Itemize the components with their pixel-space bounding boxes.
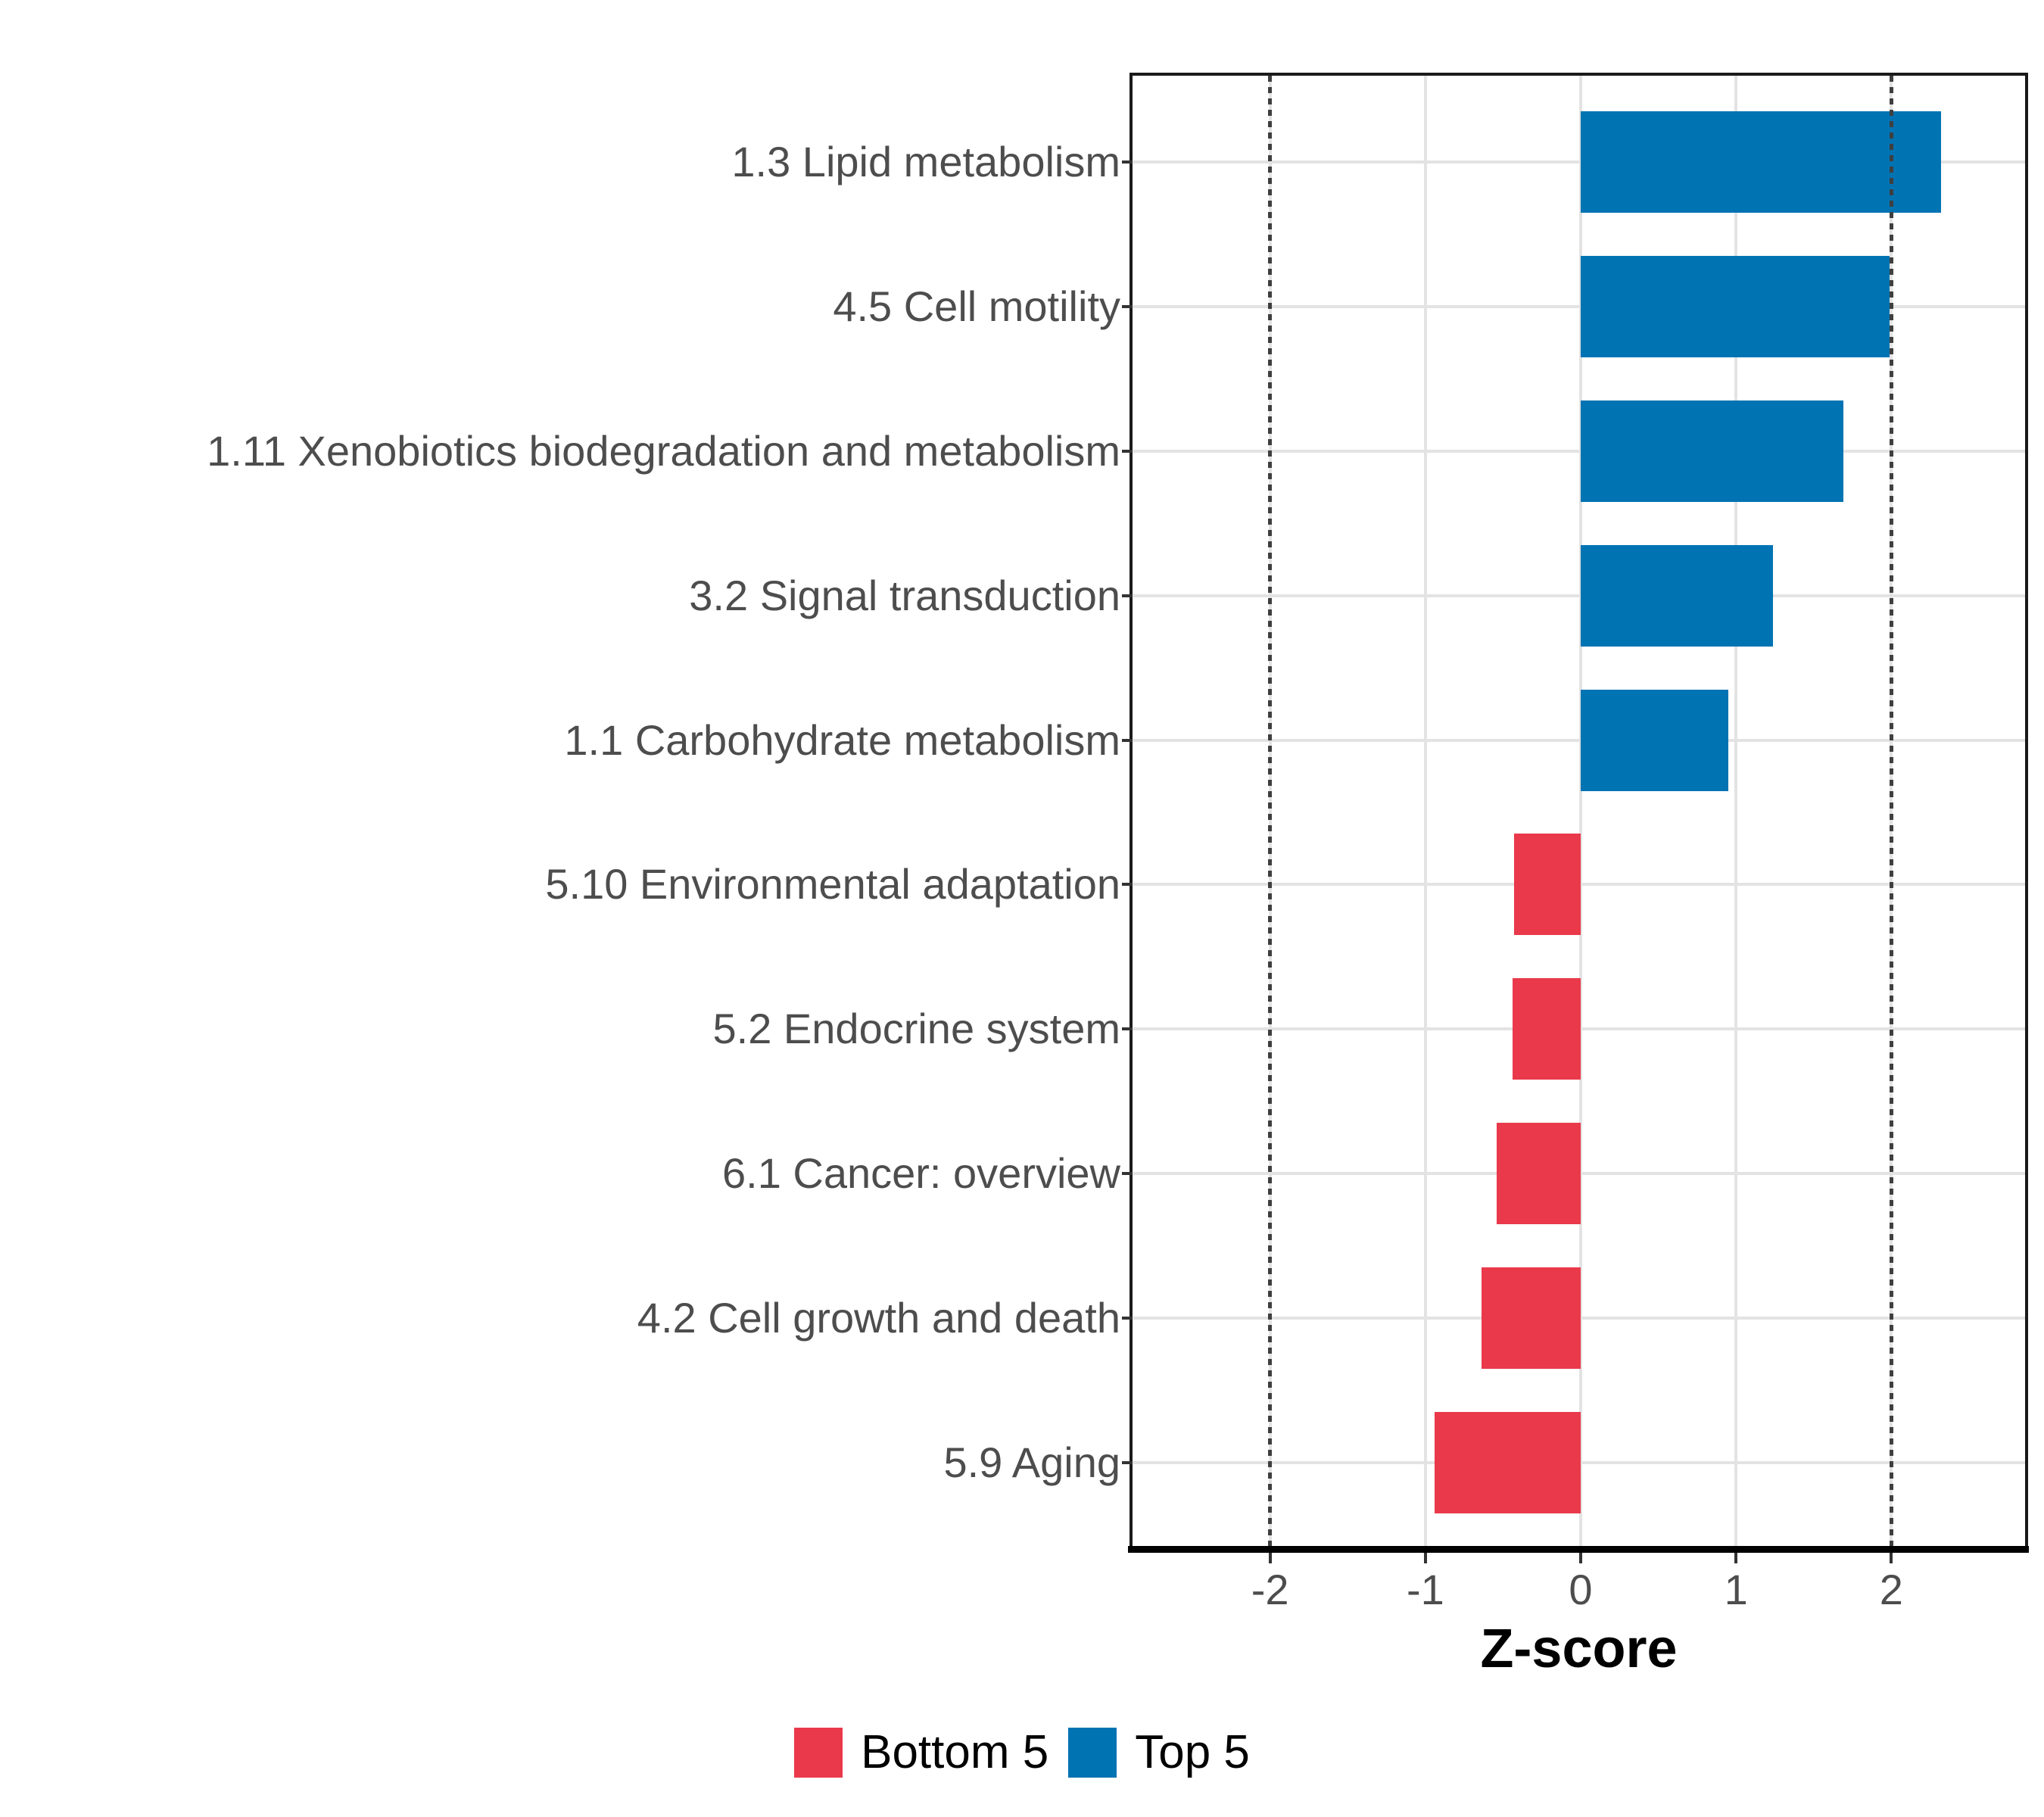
bar-4-2-cell-growth-and-death <box>1481 1267 1581 1369</box>
gridline-y-3 <box>1133 594 2025 597</box>
reference-line--2 <box>1268 76 1273 1549</box>
y-tick-6 <box>1122 1027 1133 1031</box>
y-tick-7 <box>1122 1171 1133 1175</box>
y-category-label: 1.3 Lipid metabolism <box>731 138 1120 186</box>
x-tick--2 <box>1268 1553 1272 1563</box>
gridline-x-0 <box>1579 76 1582 1549</box>
x-axis-title: Z-score <box>1480 1619 1678 1679</box>
x-tick-0 <box>1579 1553 1582 1563</box>
bar-3-2-signal-transduction <box>1581 544 1774 647</box>
reference-line-2 <box>1889 76 1893 1549</box>
legend-item-bottom-5: Bottom 5 <box>794 1728 1048 1778</box>
x-tick--1 <box>1423 1553 1427 1563</box>
y-category-label: 1.11 Xenobiotics biodegradation and meta… <box>207 427 1120 475</box>
y-tick-5 <box>1122 883 1133 887</box>
gridline-y-0 <box>1133 161 2025 164</box>
y-category-label: 5.2 Endocrine system <box>712 1005 1120 1053</box>
plot-panel <box>1133 76 2025 1549</box>
y-category-label: 5.9 Aging <box>943 1438 1120 1486</box>
y-category-label: 1.1 Carbohydrate metabolism <box>564 715 1120 764</box>
gridline-x--1 <box>1423 76 1427 1549</box>
x-tick-1 <box>1734 1553 1738 1563</box>
y-tick-3 <box>1122 594 1133 597</box>
bar-4-5-cell-motility <box>1581 256 1890 358</box>
gridline-y-4 <box>1133 738 2025 742</box>
y-tick-8 <box>1122 1316 1133 1320</box>
x-axis-line <box>1128 1546 2029 1553</box>
legend-item-top-5: Top 5 <box>1068 1728 1250 1778</box>
y-category-label: 5.10 Environmental adaptation <box>545 860 1120 908</box>
bar-1-3-lipid-metabolism <box>1581 111 1941 213</box>
y-tick-4 <box>1122 738 1133 742</box>
y-category-label: 4.2 Cell growth and death <box>637 1293 1120 1342</box>
gridline-y-2 <box>1133 450 2025 453</box>
gridline-x-1 <box>1734 76 1738 1549</box>
bar-6-1-cancer-overview <box>1497 1122 1581 1224</box>
gridline-y-1 <box>1133 305 2025 309</box>
x-tick-label-2: 2 <box>1879 1566 1903 1613</box>
y-tick-0 <box>1122 161 1133 164</box>
x-tick-label-1: 1 <box>1724 1566 1748 1613</box>
bar-1-1-carbohydrate-metabolism <box>1581 689 1728 791</box>
y-tick-2 <box>1122 450 1133 453</box>
y-category-label: 3.2 Signal transduction <box>689 571 1120 619</box>
y-tick-9 <box>1122 1460 1133 1464</box>
y-category-label: 6.1 Cancer: overview <box>721 1148 1120 1197</box>
y-tick-1 <box>1122 305 1133 309</box>
legend-swatch-top-5 <box>1068 1728 1117 1778</box>
x-tick-2 <box>1890 1553 1893 1563</box>
legend-label: Bottom 5 <box>861 1726 1049 1778</box>
bar-5-10-environmental-adaptation <box>1513 834 1581 936</box>
x-tick-label-0: 0 <box>1569 1566 1593 1613</box>
bar-1-11-xenobiotics-biodegradation-and-metabolism <box>1581 400 1843 503</box>
legend-label: Top 5 <box>1135 1726 1250 1778</box>
legend-swatch-bottom-5 <box>794 1728 843 1778</box>
bar-5-9-aging <box>1435 1411 1581 1513</box>
bar-5-2-endocrine-system <box>1512 978 1581 1080</box>
legend: Bottom 5 Top 5 <box>0 1728 2044 1778</box>
x-tick-label--2: -2 <box>1251 1566 1289 1613</box>
y-category-label: 4.5 Cell motility <box>833 282 1120 331</box>
x-tick-label--1: -1 <box>1406 1566 1444 1613</box>
